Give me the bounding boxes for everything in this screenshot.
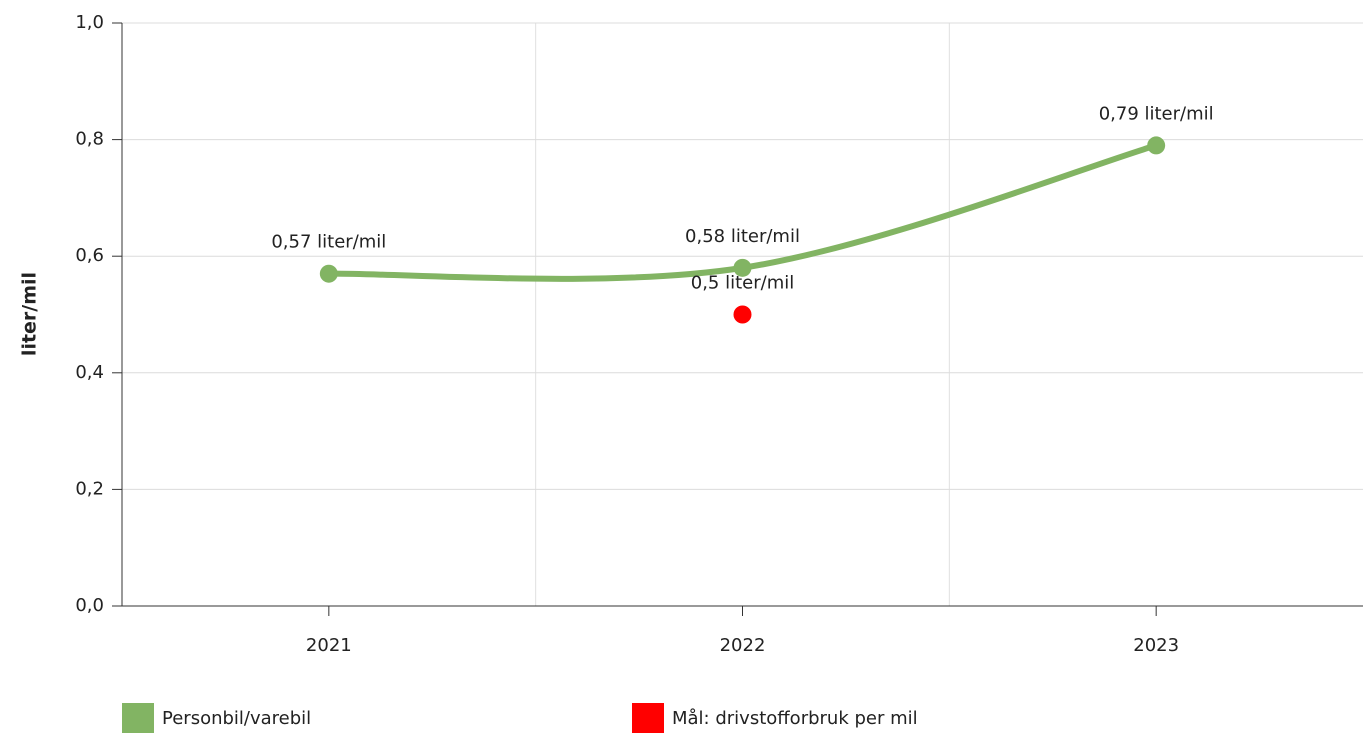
x-tick-label: 2023	[1133, 635, 1179, 656]
x-tick-label: 2021	[306, 635, 352, 656]
x-tick-label: 2022	[720, 635, 766, 656]
y-tick-label: 1,0	[75, 12, 104, 33]
legend-label: Mål: drivstofforbruk per mil	[672, 708, 918, 729]
y-tick-label: 0,8	[75, 129, 104, 150]
legend-swatch	[632, 703, 664, 733]
series-line	[325, 142, 1160, 282]
y-tick-label: 0,4	[75, 362, 104, 383]
data-point	[733, 305, 752, 324]
legend-swatch	[122, 703, 154, 733]
y-tick-label: 0,2	[75, 478, 104, 499]
y-axis-title: liter/mil	[19, 272, 41, 356]
y-tick-label: 0,6	[75, 245, 104, 266]
data-label: 0,58 liter/mil	[685, 226, 800, 247]
y-tick-label: 0,0	[75, 595, 104, 616]
data-point	[733, 258, 752, 277]
data-label: 0,5 liter/mil	[691, 273, 794, 294]
data-point	[1147, 136, 1166, 155]
data-label: 0,57 liter/mil	[271, 232, 386, 253]
data-point	[319, 264, 338, 283]
legend-label: Personbil/varebil	[162, 708, 311, 729]
data-label: 0,79 liter/mil	[1099, 103, 1214, 124]
